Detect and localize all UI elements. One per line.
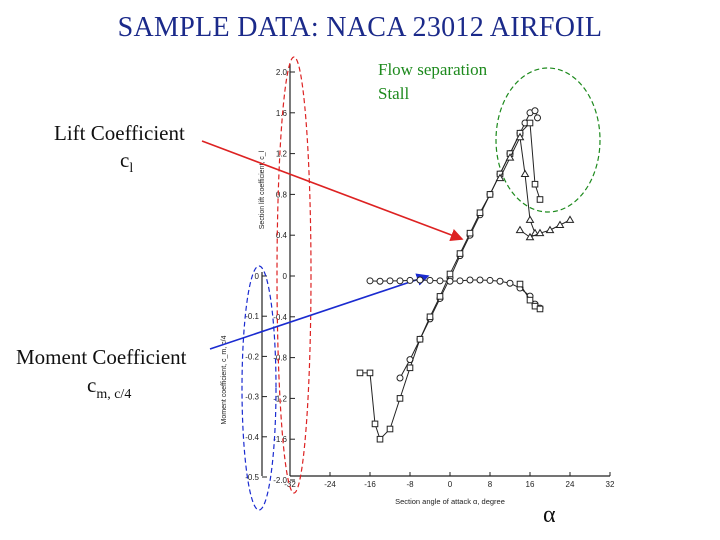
moment-series-line — [369, 279, 541, 309]
x-tick-label: -16 — [364, 480, 376, 489]
stall-highlight — [495, 67, 601, 213]
data-point — [366, 277, 374, 285]
alpha-symbol: α — [543, 502, 556, 528]
lift-tick-label: -1.6 — [273, 435, 287, 444]
data-point — [515, 132, 525, 141]
data-point — [426, 276, 434, 284]
data-point — [396, 374, 404, 382]
data-point — [436, 277, 444, 285]
data-point — [456, 277, 464, 285]
data-point — [476, 209, 484, 217]
lift-coefficient-symbol: cl — [120, 148, 134, 176]
x-tick-label: 32 — [606, 480, 615, 489]
stall-label: Stall — [378, 84, 410, 103]
lift-tick-label: -2.0 — [273, 476, 287, 485]
lift-tick-label: 2.0 — [276, 68, 288, 77]
x-tick-label: 0 — [448, 480, 453, 489]
moment-arrow — [209, 273, 430, 350]
x-tick-label: 16 — [526, 480, 535, 489]
data-point — [386, 277, 394, 285]
moment-tick-label: -0.2 — [245, 352, 259, 361]
data-point — [515, 225, 525, 234]
moment-tick-label: -0.3 — [245, 393, 259, 402]
flow-separation-label: Flow separation — [378, 60, 488, 79]
data-point — [531, 107, 539, 115]
lift-tick-label: -0.4 — [273, 313, 287, 322]
data-point — [426, 313, 434, 321]
data-point — [376, 435, 384, 443]
x-tick-label: 8 — [488, 480, 493, 489]
data-point — [416, 335, 424, 343]
data-point — [545, 225, 555, 234]
data-point — [486, 191, 494, 198]
data-point — [486, 276, 494, 284]
data-point — [396, 395, 404, 402]
data-point — [366, 369, 374, 377]
lift-tick-label: -0.8 — [273, 354, 287, 363]
moment-tick-label: -0.4 — [245, 433, 259, 442]
data-point — [495, 173, 505, 182]
data-point — [520, 169, 530, 177]
x-tick-label: -24 — [324, 480, 336, 489]
data-point — [506, 279, 514, 287]
data-point — [446, 270, 454, 278]
data-point — [446, 277, 454, 285]
data-point — [456, 250, 464, 257]
data-point — [516, 280, 524, 288]
lift-coefficient-label: Lift Coefficient — [54, 121, 185, 145]
data-point — [526, 119, 534, 127]
moment-coefficient-label: Moment Coefficient — [16, 345, 187, 369]
lift-tick-label: 0.8 — [276, 190, 288, 199]
data-point — [371, 420, 379, 428]
data-point — [396, 277, 404, 285]
x-tick-label: -8 — [406, 480, 414, 489]
data-point — [505, 153, 515, 161]
data-point — [534, 114, 541, 122]
lift-tick-label: 1.2 — [276, 150, 288, 159]
lift-axis-highlight — [276, 56, 312, 494]
lift-tick-label: 1.6 — [276, 109, 288, 118]
data-point — [525, 232, 535, 241]
data-point — [416, 276, 424, 284]
data-point — [496, 277, 504, 285]
data-point — [436, 293, 444, 300]
lift-tick-label: 0.4 — [276, 231, 288, 240]
moment-axis-highlight — [241, 265, 277, 511]
data-point — [476, 276, 484, 284]
data-point — [466, 276, 474, 284]
data-point — [466, 229, 474, 237]
data-point — [406, 276, 414, 284]
slide-title: SAMPLE DATA: NACA 23012 AIRFOIL — [117, 12, 603, 43]
x-axis-label: Section angle of attack α, degree — [395, 497, 505, 506]
x-tick-label: -32 — [284, 480, 296, 489]
x-tick-label: 24 — [566, 480, 575, 489]
data-point — [356, 369, 364, 377]
data-point — [525, 215, 535, 223]
data-point — [406, 364, 414, 372]
data-point — [526, 296, 534, 304]
lift-arrow — [201, 140, 464, 242]
data-point — [536, 305, 544, 313]
moment-coefficient-symbol: cm, c/4 — [87, 373, 132, 402]
data-point — [535, 228, 545, 237]
moment-tick-label: -0.5 — [245, 473, 259, 482]
data-point — [376, 277, 384, 285]
data-point — [536, 196, 544, 203]
moment-tick-label: -0.1 — [245, 312, 259, 321]
data-point — [555, 220, 565, 228]
lift-tick-label: 0 — [283, 272, 288, 281]
data-point — [565, 215, 575, 223]
data-point — [386, 425, 394, 433]
moment-tick-label: 0 — [255, 272, 260, 281]
moment-axis-label: Moment coefficient, c_m, c/4 — [221, 335, 228, 424]
data-point — [531, 180, 539, 188]
lift-axis-label: Section lift coefficient, c_l — [259, 150, 266, 229]
